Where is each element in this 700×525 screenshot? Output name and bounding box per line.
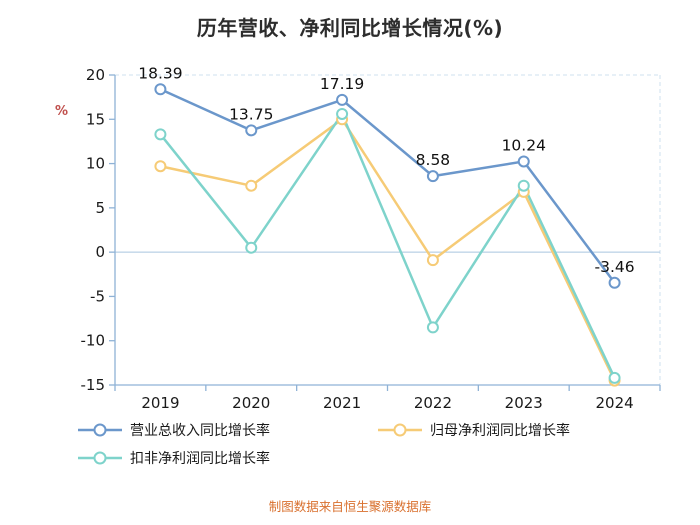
data-source-note: 制图数据来自恒生聚源数据库 — [268, 499, 432, 514]
chart-title: 历年营收、净利同比增长情况(%) — [196, 16, 504, 40]
legend-line-marker-icon — [378, 423, 422, 437]
legend-label: 扣非净利润同比增长率 — [130, 451, 270, 467]
legend-label: 归母净利润同比增长率 — [430, 423, 570, 439]
y-axis-label: % — [55, 104, 69, 119]
legend-line-marker-icon — [78, 423, 122, 437]
legend-item[interactable]: 扣非净利润同比增长率 — [78, 448, 378, 468]
svg-text:8.58: 8.58 — [416, 151, 451, 169]
growth-line-chart: 20 15 10 5 0 -5 -10 -15 2019 2020 2021 2022 2023 2024… — [81, 64, 661, 412]
chart-legend: 营业总收入同比增长率 归母净利润同比增长率扣非净利润同比增长率 — [78, 420, 698, 468]
svg-text:-5: -5 — [90, 287, 105, 305]
svg-text:0: 0 — [95, 243, 105, 261]
svg-text:-10: -10 — [81, 332, 106, 350]
svg-text:13.75: 13.75 — [229, 105, 273, 123]
svg-text:2023: 2023 — [505, 394, 543, 412]
svg-text:17.19: 17.19 — [320, 75, 364, 93]
svg-text:2024: 2024 — [595, 394, 633, 412]
legend-item[interactable]: 归母净利润同比增长率 — [378, 420, 678, 440]
svg-text:10: 10 — [86, 155, 105, 173]
svg-text:15: 15 — [86, 110, 105, 128]
svg-text:5: 5 — [95, 199, 105, 217]
svg-text:2021: 2021 — [323, 394, 361, 412]
svg-text:2022: 2022 — [414, 394, 452, 412]
svg-text:20: 20 — [86, 66, 105, 84]
legend-label: 营业总收入同比增长率 — [130, 423, 270, 439]
legend-line-marker-icon — [78, 451, 122, 465]
svg-text:2020: 2020 — [232, 394, 270, 412]
legend-item[interactable]: 营业总收入同比增长率 — [78, 420, 378, 440]
svg-text:18.39: 18.39 — [138, 64, 182, 82]
svg-text:10.24: 10.24 — [502, 136, 546, 154]
svg-text:2019: 2019 — [141, 394, 179, 412]
svg-text:-15: -15 — [81, 376, 106, 394]
svg-text:-3.46: -3.46 — [595, 258, 635, 276]
